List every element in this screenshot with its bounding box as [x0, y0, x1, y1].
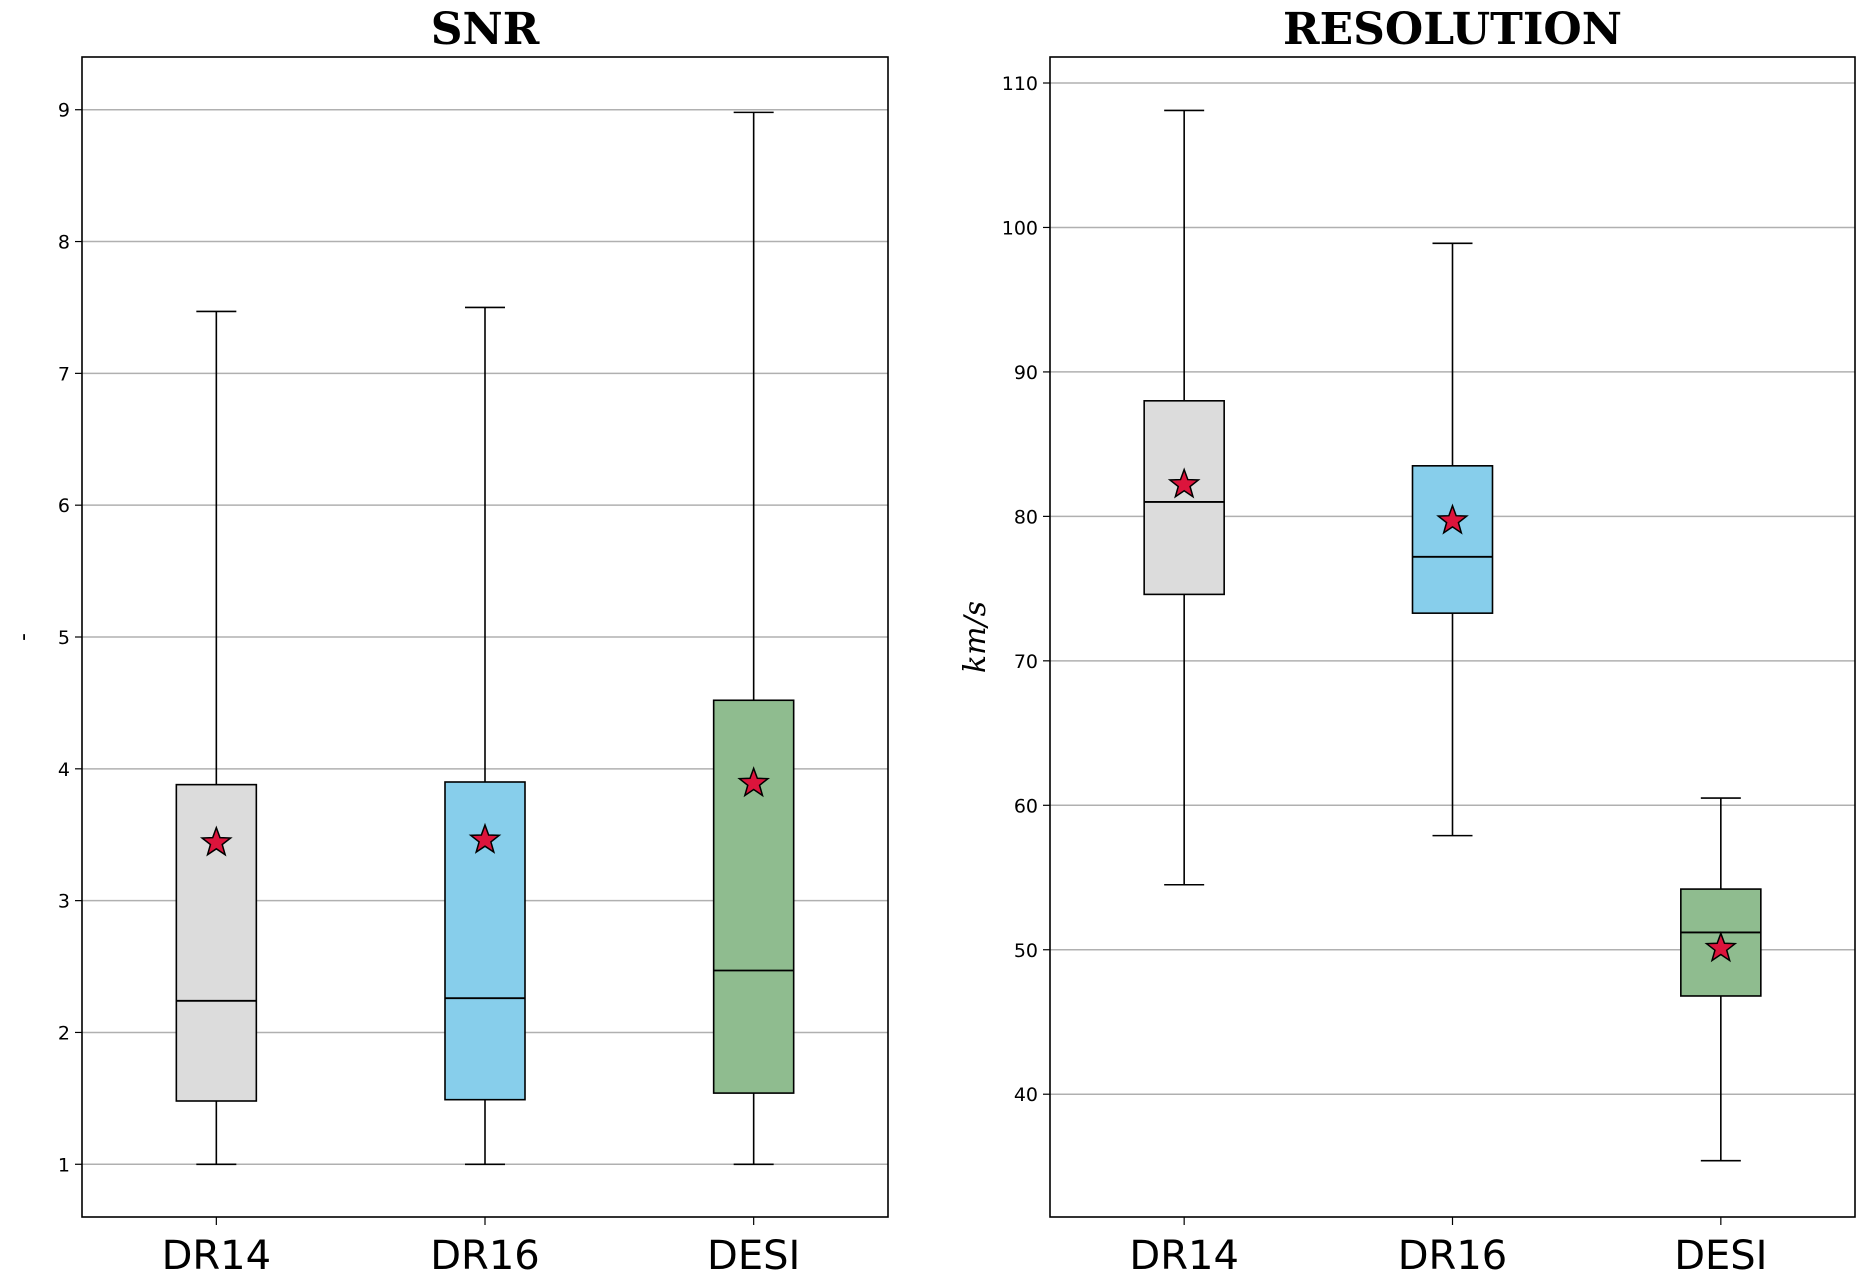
snr-ytick-label: 7: [58, 363, 70, 385]
snr-xtick-label-dr16: DR16: [430, 1233, 540, 1279]
iqr-box: [1143, 400, 1225, 596]
snr-xtick-label-dr14: DR14: [162, 1233, 272, 1279]
mean-star-marker: [1704, 931, 1738, 963]
mean-star-marker: [199, 825, 233, 857]
snr-ytick-label: 5: [58, 627, 70, 649]
resolution-ytick-label: 40: [1014, 1084, 1038, 1106]
resolution-ytick-label: 110: [1002, 73, 1038, 95]
iqr-box: [1411, 465, 1494, 614]
resolution-ytick-label: 50: [1014, 940, 1038, 962]
snr-ytick-label: 1: [58, 1154, 70, 1176]
resolution-ytick-label: 80: [1014, 506, 1038, 528]
snr-ytick-label: 4: [58, 759, 70, 781]
snr-ytick-label: 2: [58, 1022, 70, 1044]
mean-star-marker: [1436, 503, 1469, 535]
snr-xtick-label-desi: DESI: [707, 1233, 800, 1279]
resolution-ytick-label: 90: [1014, 362, 1038, 384]
snr-ytick-label: 8: [58, 232, 70, 254]
snr-box-dr14: [175, 310, 258, 1166]
resolution-xtick-label-dr16: DR16: [1398, 1233, 1508, 1279]
resolution-xtick-label-dr14: DR14: [1129, 1233, 1239, 1279]
resolution-xtick-label-desi: DESI: [1674, 1233, 1767, 1279]
resolution-ytick-label: 60: [1014, 795, 1038, 817]
mean-star-marker: [1167, 467, 1201, 499]
snr-ytick-label: 9: [58, 100, 70, 122]
resolution-panel: RESOLUTION 40 50 60 70 80 90 100 110 km/s DR14 DR16…: [958, 4, 1856, 1279]
snr-ylabel: -: [11, 633, 36, 641]
resolution-title: RESOLUTION: [1283, 4, 1622, 55]
resolution-ytick-label: 100: [1002, 217, 1038, 239]
resolution-box-dr16: [1411, 242, 1494, 837]
iqr-box: [712, 699, 795, 1094]
mean-star-marker: [468, 822, 502, 854]
resolution-axes-frame: [1049, 56, 1856, 1218]
snr-box-desi: [712, 111, 795, 1166]
snr-axes-frame: [81, 56, 889, 1218]
snr-ytick-label: 3: [58, 891, 70, 913]
resolution-ytick-label: 70: [1014, 651, 1038, 673]
resolution-box-desi: [1680, 797, 1762, 1162]
snr-box-dr16: [444, 306, 526, 1166]
resolution-box-dr14: [1143, 109, 1225, 886]
snr-title: SNR: [431, 4, 540, 55]
snr-panel: SNR 1 2 3 4 5 6 7 8 9 - DR14 DR16 DESI: [11, 4, 889, 1279]
mean-star-marker: [737, 766, 771, 798]
resolution-ylabel: km/s: [958, 601, 993, 673]
snr-ytick-label: 6: [58, 495, 70, 517]
